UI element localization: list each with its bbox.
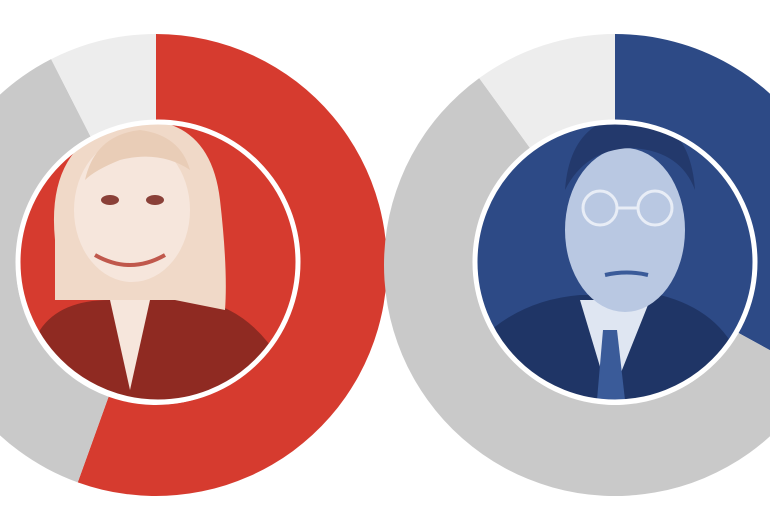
donut-segment — [51, 34, 157, 141]
donut-segment — [77, 34, 388, 497]
portrait-border — [15, 119, 301, 405]
donut-segment — [479, 34, 615, 152]
donut-rings — [0, 34, 770, 497]
donut-segment — [384, 78, 770, 496]
donut-segment — [0, 59, 109, 483]
portrait-border — [472, 119, 758, 405]
donut-segment — [615, 34, 770, 351]
